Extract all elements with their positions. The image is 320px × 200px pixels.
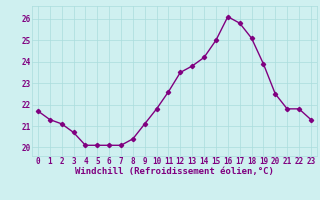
X-axis label: Windchill (Refroidissement éolien,°C): Windchill (Refroidissement éolien,°C) xyxy=(75,167,274,176)
